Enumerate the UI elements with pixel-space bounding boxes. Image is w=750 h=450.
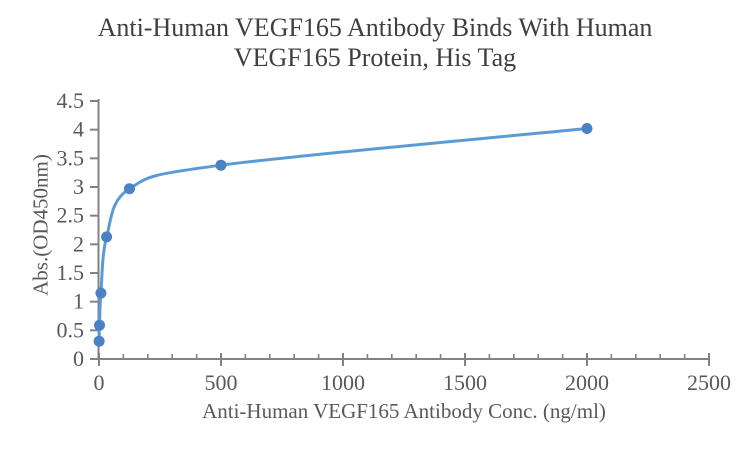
y-tick-label: 2.5 — [57, 203, 85, 228]
x-tick-label: 1500 — [443, 370, 487, 395]
x-tick-label: 500 — [205, 370, 238, 395]
data-point-marker — [215, 159, 227, 171]
data-point-marker — [581, 123, 593, 134]
x-tick-label: 1000 — [321, 370, 365, 395]
x-tick-label: 0 — [94, 370, 105, 395]
chart-title: Anti-Human VEGF165 Antibody Binds With H… — [0, 13, 750, 73]
series-line — [97, 127, 589, 343]
data-point-marker — [95, 287, 107, 299]
chart-title-line2: VEGF165 Protein, His Tag — [233, 43, 517, 72]
y-tick-label: 3.5 — [57, 145, 85, 170]
data-point-marker — [93, 335, 105, 347]
y-tick-label: 2 — [73, 231, 84, 256]
y-tick-label: 4.5 — [57, 88, 85, 113]
x-tick-label: 2000 — [565, 370, 609, 395]
y-tick-label: 1 — [73, 289, 84, 314]
data-point-marker — [101, 231, 113, 243]
x-axis-title: Anti-Human VEGF165 Antibody Conc. (ng/ml… — [202, 399, 606, 423]
data-point-marker — [94, 319, 105, 331]
y-tick-label: 3 — [73, 174, 84, 199]
y-tick-label: 1.5 — [57, 260, 85, 285]
x-tick-label: 2500 — [687, 370, 731, 395]
y-tick-label: 0 — [73, 346, 84, 371]
chart-title-line1: Anti-Human VEGF165 Antibody Binds With H… — [97, 13, 653, 42]
y-tick-label: 0.5 — [57, 317, 85, 342]
data-point-marker — [124, 183, 135, 195]
y-tick-label: 4 — [73, 117, 84, 142]
